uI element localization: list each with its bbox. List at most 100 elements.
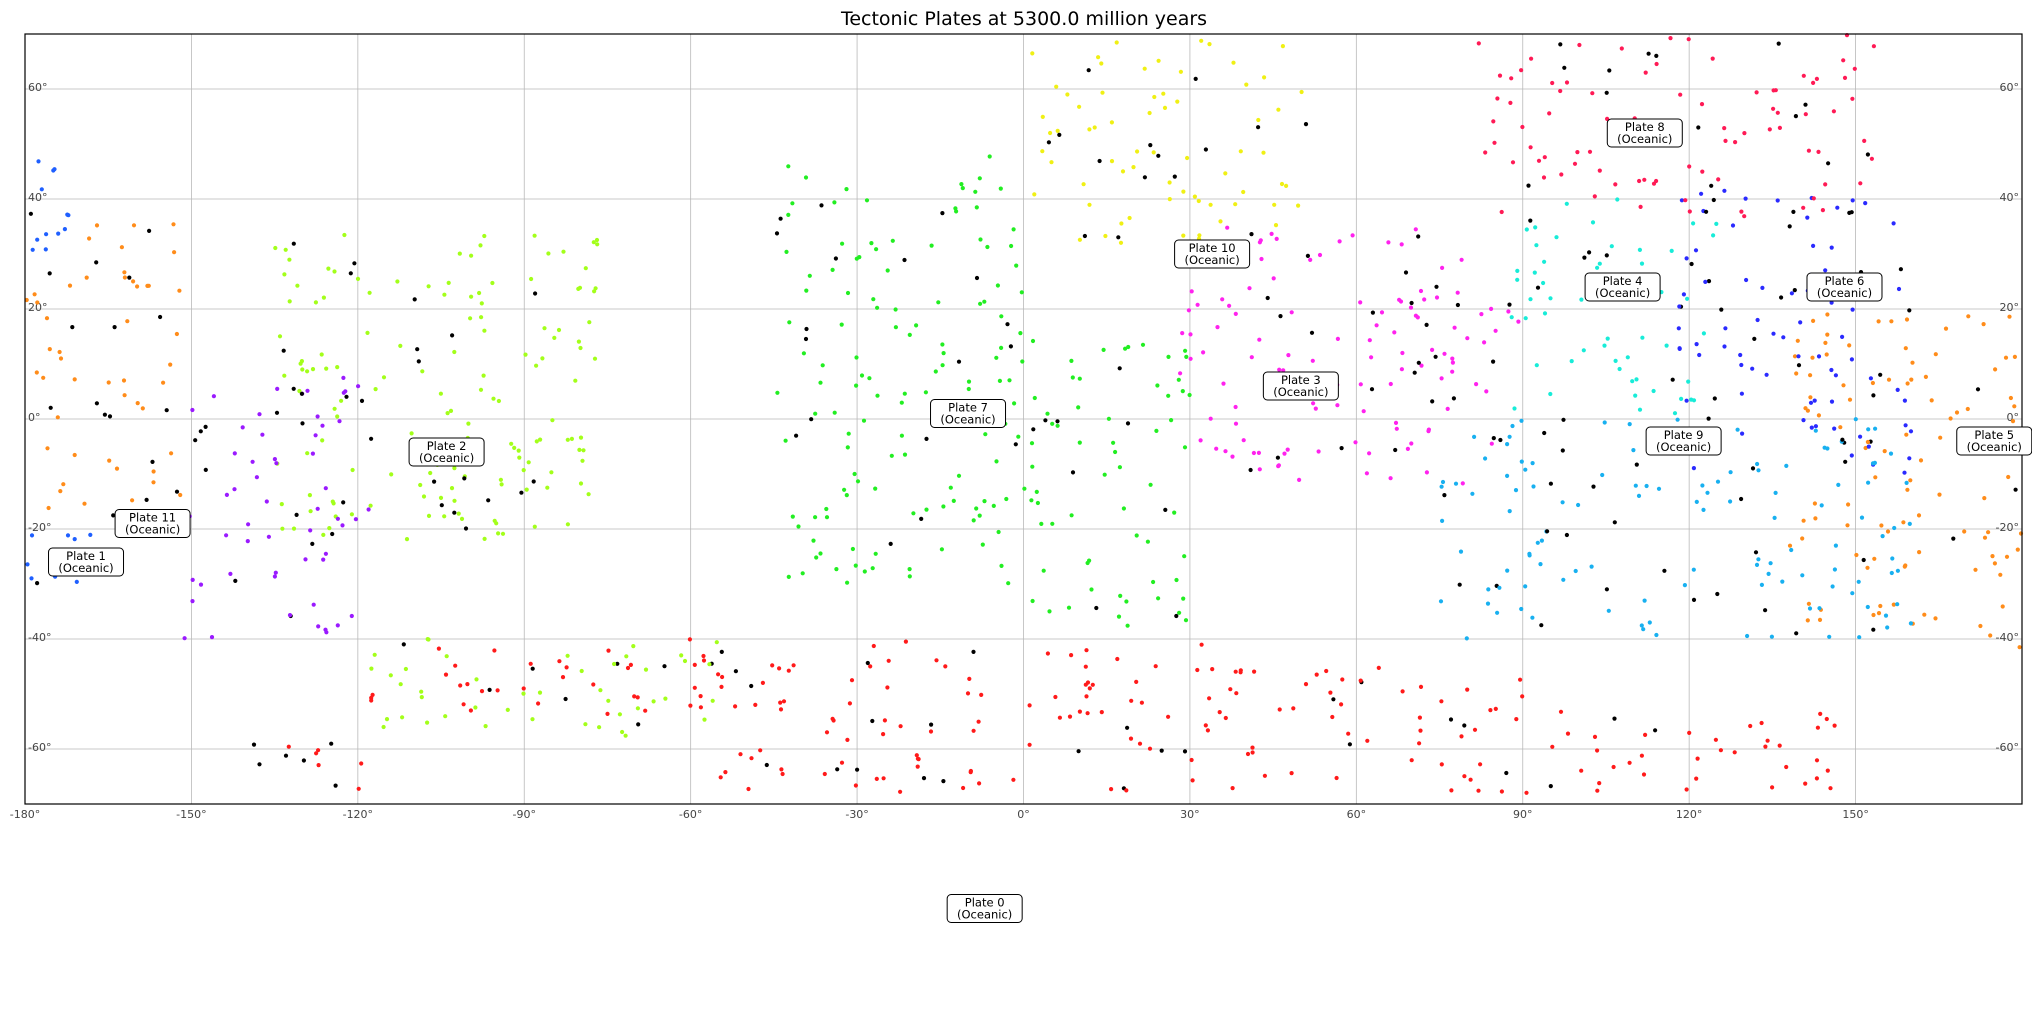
- plate-0-point: [934, 658, 939, 663]
- plate-10-point: [1233, 202, 1238, 207]
- plate-11-point: [291, 386, 296, 391]
- plate-7-point: [786, 164, 791, 169]
- plate-7-point: [899, 433, 905, 438]
- plate-0-point: [1358, 678, 1363, 683]
- plate-9-point: [1766, 571, 1771, 577]
- plate-2-point: [438, 391, 443, 396]
- plate-3-point: [1405, 446, 1410, 451]
- plate-7-point: [1151, 579, 1156, 585]
- plate-2-point: [581, 448, 586, 453]
- plate-9-point: [1633, 483, 1638, 488]
- plate-9-point: [1715, 591, 1720, 597]
- plate-0-point: [779, 767, 784, 772]
- plate-7-point: [893, 307, 898, 312]
- plate-4-point: [1541, 280, 1546, 286]
- plate-9-point: [1794, 631, 1799, 636]
- plate-5-point: [1808, 373, 1813, 378]
- plate-2-point: [565, 522, 571, 527]
- plate-8-point: [1638, 204, 1643, 209]
- plate-9-point: [1895, 568, 1900, 573]
- plate-3-point: [1256, 450, 1261, 455]
- y-tick-label-right: 40°: [2000, 191, 2020, 204]
- plate-3-point: [1367, 451, 1372, 456]
- plate-8-point: [1820, 208, 1825, 213]
- plate-2-point: [643, 667, 649, 672]
- plate-3-point: [1422, 297, 1427, 302]
- plate-labels: Plate 0(Oceanic)Plate 1(Oceanic)Plate 2(…: [48, 118, 2032, 923]
- plate-2-point: [490, 280, 495, 286]
- plate-9-point: [1498, 437, 1503, 443]
- plate-5-point: [135, 284, 140, 289]
- plate-0-point: [468, 708, 473, 713]
- plate-5-point: [174, 331, 179, 337]
- plate-2-point: [444, 654, 449, 659]
- plate-2-point: [580, 458, 585, 463]
- plate-8-point: [1852, 66, 1857, 71]
- plate-10-point: [1082, 233, 1087, 239]
- plate-0-point: [968, 768, 974, 774]
- plate-9-point: [1530, 461, 1535, 466]
- plate-5-point: [151, 480, 156, 485]
- plate-3-point: [1350, 233, 1355, 238]
- plate-6-point: [1711, 197, 1716, 203]
- plate-2-point: [409, 431, 414, 436]
- plate-label-5: Plate 5(Oceanic): [1956, 426, 2032, 456]
- plate-6-point: [1849, 453, 1854, 458]
- plate-8-point: [1607, 68, 1612, 73]
- plate-5-point: [32, 292, 37, 297]
- plate-7-point: [1118, 593, 1123, 599]
- plate-10-point: [1192, 194, 1197, 199]
- plate-8-point: [1806, 148, 1811, 153]
- plate-11-point: [310, 451, 315, 456]
- plate-5-point: [67, 283, 73, 288]
- plate-7-point: [966, 379, 972, 384]
- plate-0-point: [845, 737, 850, 743]
- plate-11-point: [340, 523, 345, 528]
- plate-10-point: [1077, 104, 1082, 109]
- plate-0-point: [971, 728, 976, 733]
- plate-5-point: [2000, 604, 2005, 609]
- plate-3-point: [1180, 331, 1185, 336]
- plate-8-point: [1776, 41, 1781, 46]
- plate-10-point: [1156, 153, 1161, 158]
- plate-11-point: [275, 386, 280, 391]
- plate-9-point: [1591, 484, 1596, 489]
- plate-5-point: [61, 482, 66, 487]
- plate-7-point: [994, 355, 999, 360]
- plate-8-point: [1509, 76, 1514, 81]
- plate-9-point: [1513, 488, 1519, 493]
- plate-2-point: [398, 343, 403, 348]
- plate-10-point: [1151, 150, 1156, 155]
- plate-4-point: [1651, 388, 1656, 394]
- plate-2-point: [335, 414, 340, 419]
- plate-8-point: [1801, 205, 1806, 210]
- plate-0-point: [1832, 723, 1837, 728]
- plate-0-point: [333, 783, 338, 788]
- plate-6-point: [1868, 376, 1873, 381]
- plate-3-point: [1220, 297, 1225, 302]
- plate-5-point: [48, 405, 53, 410]
- plate-10-point: [1231, 60, 1236, 65]
- plate-11-point: [203, 467, 208, 472]
- plate-8-point: [1849, 210, 1854, 215]
- plate-5-point: [1975, 387, 1981, 392]
- plate-5-point: [140, 406, 145, 411]
- plate-5-point: [84, 275, 89, 280]
- plate-10-point: [1175, 99, 1180, 104]
- plate-3-point: [1516, 319, 1521, 324]
- plate-9-point: [1756, 468, 1761, 473]
- plate-0-point: [1493, 706, 1498, 712]
- plate-8-point: [1678, 92, 1683, 97]
- plate-9-point: [1439, 484, 1444, 489]
- plate-2-point: [404, 537, 410, 542]
- plate-name: Plate 0: [965, 896, 1005, 910]
- plate-type: (Oceanic): [58, 561, 113, 575]
- plate-2-point: [612, 661, 617, 667]
- plate-7-point: [994, 459, 999, 464]
- plate-2-point: [482, 328, 487, 333]
- plate-4-point: [1532, 270, 1537, 275]
- plate-9-point: [1750, 466, 1756, 471]
- plate-7-point: [974, 275, 980, 281]
- plate-3-point: [1489, 441, 1494, 446]
- plate-4-point: [1512, 406, 1517, 411]
